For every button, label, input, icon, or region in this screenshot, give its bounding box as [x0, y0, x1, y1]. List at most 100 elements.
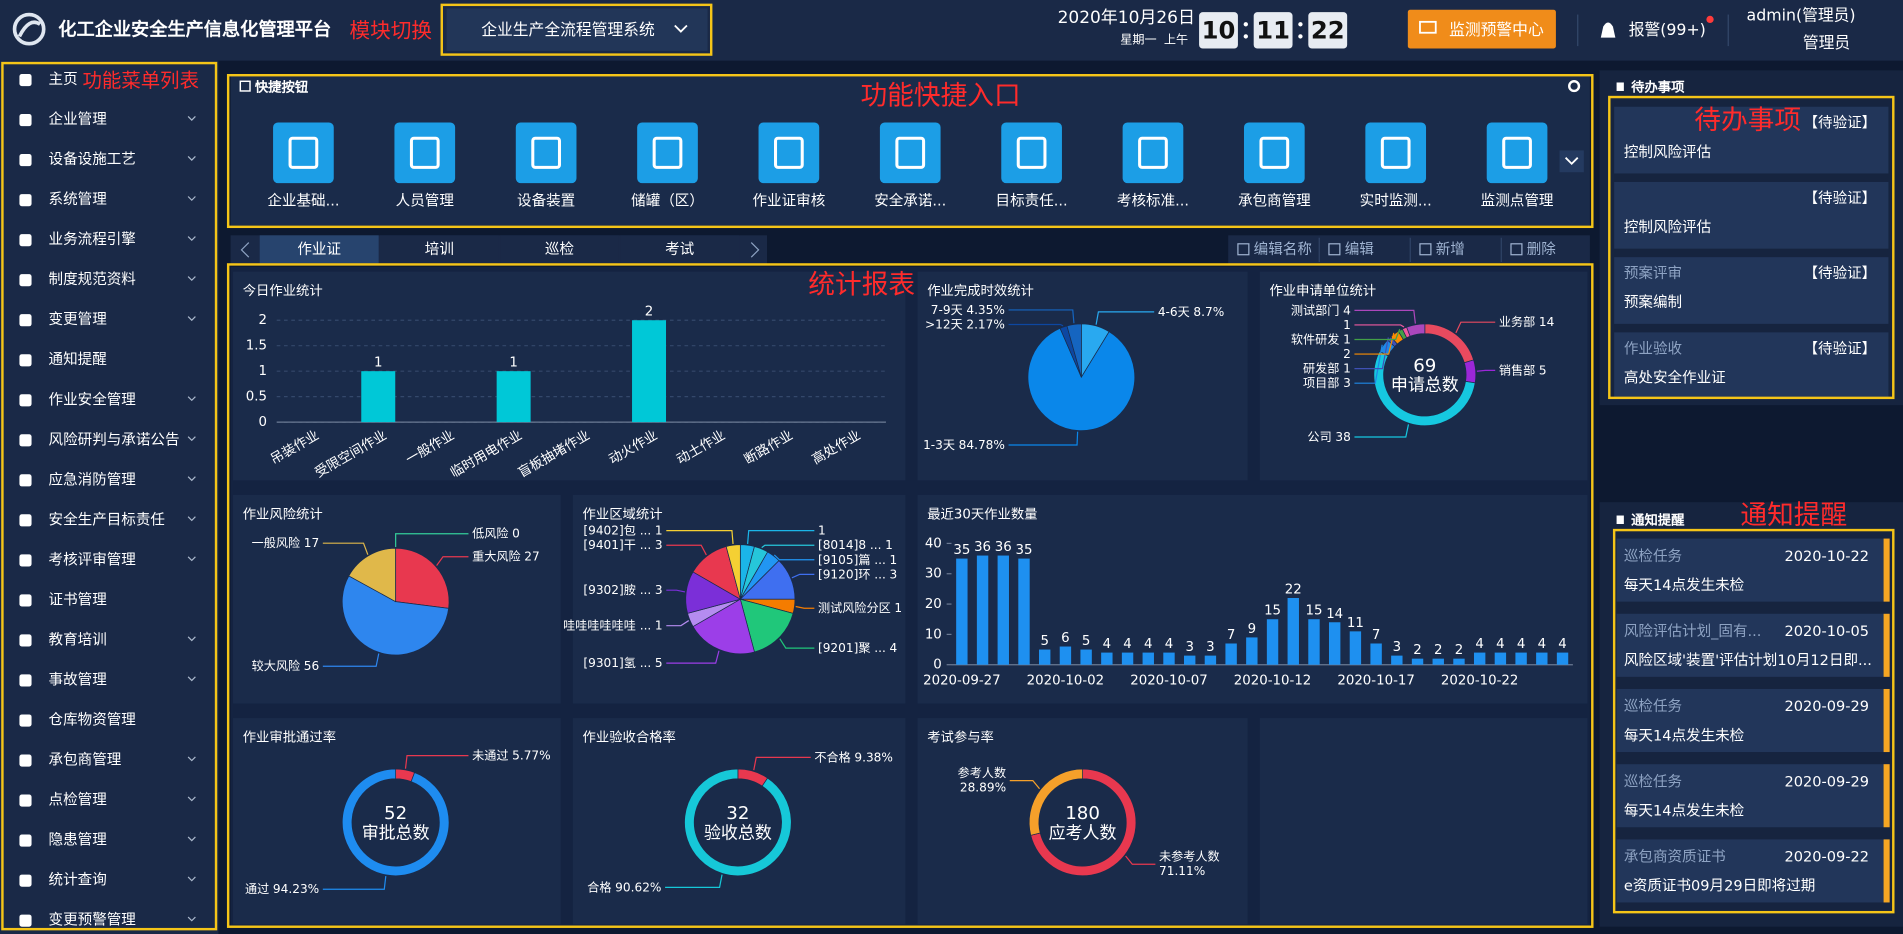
bar — [1349, 631, 1362, 665]
menu-item[interactable]: 业务流程引擎 — [49, 231, 136, 248]
menu-item[interactable]: 统计查询 — [49, 872, 107, 889]
todo-card[interactable] — [1614, 332, 1889, 400]
bar — [1453, 658, 1465, 665]
shortcut-glyph — [1380, 136, 1411, 169]
slice-label: 业务部 14 — [1499, 314, 1555, 329]
shortcut-tile[interactable] — [1365, 122, 1427, 184]
tab-label[interactable]: 考试 — [665, 241, 695, 258]
shortcut-tile[interactable] — [1122, 122, 1184, 184]
shortcut-tile[interactable] — [1001, 122, 1062, 184]
annotation-frame — [226, 263, 1594, 928]
slice-value: 0 — [512, 526, 520, 540]
chart-title: 考试参与率 — [927, 728, 994, 745]
toolbar-button[interactable]: 编辑 — [1345, 241, 1374, 258]
menu-item[interactable]: 证书管理 — [49, 591, 108, 608]
tab[interactable] — [379, 235, 499, 265]
shortcut-label[interactable]: 储罐（区） — [631, 192, 704, 209]
shortcut-tile[interactable] — [637, 122, 698, 184]
menu-item[interactable]: 设备设施工艺 — [49, 151, 136, 168]
module-name[interactable]: 企业生产全流程管理系统 — [481, 20, 655, 39]
label-leader — [666, 620, 690, 627]
menu-item[interactable]: 点检管理 — [49, 792, 108, 809]
monitor-button[interactable] — [1407, 9, 1556, 49]
todo-card[interactable] — [1614, 106, 1889, 174]
menu-item[interactable]: 主页 — [49, 71, 78, 88]
shortcut-label[interactable]: 目标责任... — [996, 192, 1068, 209]
slice-name: [9105]篇 ... — [818, 551, 886, 566]
notice-card[interactable] — [1616, 764, 1884, 828]
shortcut-label[interactable]: 实时监测... — [1360, 192, 1432, 209]
annotation: 功能菜单列表 — [83, 69, 199, 92]
notice-card[interactable] — [1616, 613, 1884, 677]
monitor-label[interactable]: 监测预警中心 — [1449, 20, 1544, 39]
menu-item[interactable]: 风险研判与承诺公告 — [49, 431, 180, 448]
shortcut-tile[interactable] — [394, 122, 456, 184]
shortcut-label[interactable]: 安全承诺... — [874, 191, 946, 209]
tab-label[interactable]: 作业证 — [297, 241, 341, 258]
tab[interactable] — [500, 235, 619, 265]
shortcut-tile[interactable] — [273, 122, 334, 184]
menu-item[interactable]: 制度规范资料 — [49, 271, 137, 288]
tab-next[interactable] — [750, 242, 760, 258]
todo-card[interactable] — [1614, 181, 1889, 249]
slice-label: 4-6天 8.7% — [1158, 304, 1224, 318]
menu-item[interactable]: 安全生产目标责任 — [49, 510, 165, 528]
menu-item[interactable]: 企业管理 — [49, 110, 108, 128]
user-name[interactable]: admin(管理员) — [1747, 5, 1856, 24]
menu-item[interactable]: 变更预警管理 — [49, 912, 137, 929]
menu-item[interactable]: 承包商管理 — [49, 752, 122, 769]
menu-item[interactable]: 仓库物资管理 — [49, 712, 137, 729]
alarm[interactable]: 报警(99+) — [1629, 20, 1706, 39]
shortcut-glyph — [1138, 136, 1168, 169]
shortcut-label[interactable]: 人员管理 — [396, 192, 455, 209]
chart-card — [917, 718, 1248, 925]
menu-item[interactable]: 应急消防管理 — [49, 470, 137, 488]
toolbar-button[interactable]: 删除 — [1527, 241, 1557, 258]
shortcut-label[interactable]: 作业证审核 — [752, 192, 825, 209]
toolbar-button[interactable]: 编辑名称 — [1254, 241, 1312, 258]
tab[interactable] — [259, 235, 379, 265]
shortcut-tile[interactable] — [879, 122, 941, 184]
settings-icon[interactable] — [1568, 80, 1581, 93]
slice-value: 14 — [1539, 315, 1555, 329]
todo-card[interactable] — [1614, 257, 1889, 324]
menu-item[interactable]: 考核评审管理 — [49, 551, 137, 568]
slice-value: 1 — [1343, 332, 1351, 346]
menu-arrow — [187, 116, 196, 121]
shortcut-label[interactable]: 企业基础... — [267, 191, 339, 209]
shortcut-tile[interactable] — [758, 122, 820, 184]
shortcut-tile[interactable] — [1486, 122, 1548, 184]
menu-arrow — [187, 556, 196, 562]
shortcut-label[interactable]: 承包商管理 — [1238, 192, 1311, 209]
label-leader — [1354, 309, 1416, 324]
slice-label: [9120]环 ... 3 — [818, 567, 897, 581]
notice-card[interactable] — [1616, 688, 1884, 753]
shortcut-tile[interactable] — [1243, 122, 1305, 184]
pie-slice — [684, 768, 792, 877]
menu-item[interactable]: 事故管理 — [49, 671, 108, 688]
notice-date: 2020-09-29 — [1784, 698, 1869, 715]
slice-label: 一般风险 17 — [252, 535, 320, 550]
menu-item[interactable]: 系统管理 — [49, 191, 108, 208]
tab[interactable] — [620, 235, 740, 265]
tab-prev[interactable] — [240, 242, 250, 258]
y-tick-label: 0 — [933, 658, 941, 673]
shortcut-label[interactable]: 设备装置 — [517, 192, 575, 209]
bar — [1308, 619, 1320, 665]
tab-label[interactable]: 巡检 — [545, 241, 575, 258]
shortcut-tile[interactable] — [515, 122, 577, 184]
menu-item[interactable]: 教育培训 — [49, 631, 107, 648]
shortcut-label[interactable]: 监测点管理 — [1481, 192, 1554, 209]
shortcut-label[interactable]: 考核标准... — [1117, 192, 1189, 209]
toolbar-button[interactable]: 新增 — [1436, 241, 1465, 258]
more-button[interactable] — [1559, 150, 1584, 173]
module-dropdown[interactable] — [446, 8, 708, 51]
menu-item[interactable]: 变更管理 — [49, 311, 108, 328]
notice-card[interactable] — [1616, 538, 1884, 602]
menu-item[interactable]: 通知提醒 — [49, 351, 108, 368]
tab-label[interactable]: 培训 — [425, 241, 454, 258]
menu-item[interactable]: 隐患管理 — [49, 832, 108, 849]
notice-card[interactable] — [1616, 839, 1884, 903]
menu-item[interactable]: 作业安全管理 — [49, 390, 137, 408]
